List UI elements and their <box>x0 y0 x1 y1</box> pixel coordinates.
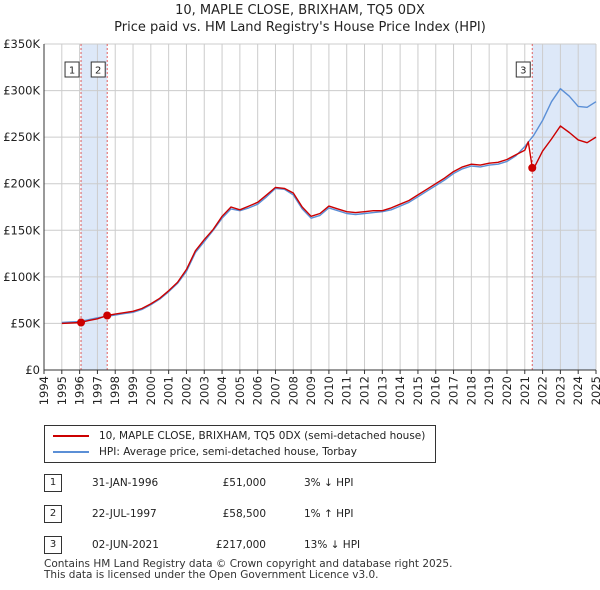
sale-hpi-diff: 3% ↓ HPI <box>304 477 354 489</box>
y-tick-label: £250K <box>3 130 40 144</box>
sale-label-text: 2 <box>95 66 101 77</box>
sale-hpi-diff: 13% ↓ HPI <box>304 539 361 551</box>
legend-swatch-property <box>53 435 89 437</box>
sale-hpi-diff: 1% ↑ HPI <box>304 508 354 520</box>
sale-point <box>528 163 537 172</box>
legend-label-hpi: HPI: Average price, semi-detached house,… <box>99 446 357 458</box>
y-tick-label: £100K <box>3 270 40 284</box>
sale-label-text: 1 <box>69 66 75 77</box>
sale-date: 02-JUN-2021 <box>92 539 159 551</box>
x-tick-label: 2004 <box>215 376 229 405</box>
sale-number-badge: 3 <box>44 536 62 554</box>
legend-swatch-hpi <box>53 451 89 453</box>
y-tick-label: £50K <box>11 316 41 330</box>
sale-label-box: 2 <box>90 61 106 78</box>
sale-number-badge: 1 <box>44 474 62 492</box>
price-chart: £0 £50K £100K £150K £200K £250K £300K £350K 1994… <box>3 37 600 405</box>
x-tick-label: 2019 <box>482 376 496 405</box>
chart-title: 10, MAPLE CLOSE, BRIXHAM, TQ5 0DX <box>175 3 425 18</box>
x-tick-label: 2012 <box>358 376 372 405</box>
sale-label-border <box>515 61 531 78</box>
y-tick-label: £150K <box>3 223 40 237</box>
x-tick-label: 2025 <box>589 376 600 405</box>
x-tick-label: 2013 <box>375 376 389 405</box>
x-tick-label: 2005 <box>233 376 247 405</box>
x-tick-label: 2020 <box>500 376 514 405</box>
x-tick-label: 2008 <box>286 376 300 405</box>
sale-label-box: 3 <box>515 61 531 78</box>
chart-title-block: 10, MAPLE CLOSE, BRIXHAM, TQ5 0DX Price … <box>0 2 600 36</box>
legend-label-property: 10, MAPLE CLOSE, BRIXHAM, TQ5 0DX (semi-… <box>99 430 426 442</box>
x-tick-label: 1999 <box>126 376 140 405</box>
x-tick-label: 2007 <box>268 376 282 405</box>
series-line-property <box>61 125 597 325</box>
shade-region-after-sale-3 <box>532 44 596 370</box>
footer-line-1: Contains HM Land Registry data © Crown c… <box>44 558 453 570</box>
shade-region-sales-1-2 <box>81 44 108 370</box>
x-tick-label: 2009 <box>304 376 318 405</box>
x-tick-label: 1996 <box>73 376 87 405</box>
sale-point <box>77 318 86 327</box>
x-tick-label: 2003 <box>197 376 211 405</box>
sale-price: £58,500 <box>222 508 266 520</box>
chart-subtitle: Price paid vs. HM Land Registry's House … <box>114 20 486 35</box>
y-tick-label: £300K <box>3 84 40 98</box>
sale-label-box: 1 <box>64 61 80 78</box>
x-tick-label: 2024 <box>571 376 585 405</box>
table-row: 3 02-JUN-2021 £217,000 13% ↓ HPI <box>44 536 444 554</box>
y-tick-label: £0 <box>25 363 40 377</box>
sale-point <box>103 311 112 320</box>
x-tick-label: 1994 <box>37 376 51 405</box>
sale-label-text: 3 <box>520 66 526 77</box>
x-tick-label: 2014 <box>393 376 407 405</box>
sale-label-border <box>90 61 106 78</box>
legend-item-property: 10, MAPLE CLOSE, BRIXHAM, TQ5 0DX (semi-… <box>53 428 425 444</box>
x-tick-label: 2015 <box>411 376 425 405</box>
x-tick-label: 1997 <box>90 376 104 405</box>
x-tick-label: 2010 <box>322 376 336 405</box>
footer-attribution: Contains HM Land Registry data © Crown c… <box>44 559 452 581</box>
x-tick-label: 2016 <box>429 376 443 405</box>
x-tick-label: 2022 <box>536 376 550 405</box>
x-tick-label: 2002 <box>179 376 193 405</box>
sale-price: £51,000 <box>222 477 266 489</box>
x-tick-label: 2000 <box>144 376 158 405</box>
y-tick-label: £350K <box>3 37 40 51</box>
sale-number-badge: 2 <box>44 505 62 523</box>
x-tick-label: 2006 <box>251 376 265 405</box>
sale-date: 31-JAN-1996 <box>92 477 159 489</box>
legend-item-hpi: HPI: Average price, semi-detached house,… <box>53 444 357 460</box>
x-tick-label: 2011 <box>340 376 354 405</box>
footer-line-2: This data is licensed under the Open Gov… <box>44 569 379 581</box>
table-row: 1 31-JAN-1996 £51,000 3% ↓ HPI <box>44 474 444 492</box>
y-tick-label: £200K <box>3 177 40 191</box>
table-row: 2 22-JUL-1997 £58,500 1% ↑ HPI <box>44 505 444 523</box>
series-line-hpi <box>61 88 597 324</box>
x-tick-label: 2018 <box>464 376 478 405</box>
x-tick-label: 2023 <box>553 376 567 405</box>
x-tick-label: 1995 <box>55 376 69 405</box>
chart-legend: 10, MAPLE CLOSE, BRIXHAM, TQ5 0DX (semi-… <box>44 425 436 463</box>
sale-date: 22-JUL-1997 <box>92 508 157 520</box>
sale-price: £217,000 <box>215 539 266 551</box>
x-tick-label: 2001 <box>162 376 176 405</box>
x-tick-label: 1998 <box>108 376 122 405</box>
x-tick-label: 2017 <box>447 376 461 405</box>
x-tick-label: 2021 <box>518 376 532 405</box>
sale-label-border <box>64 61 80 78</box>
